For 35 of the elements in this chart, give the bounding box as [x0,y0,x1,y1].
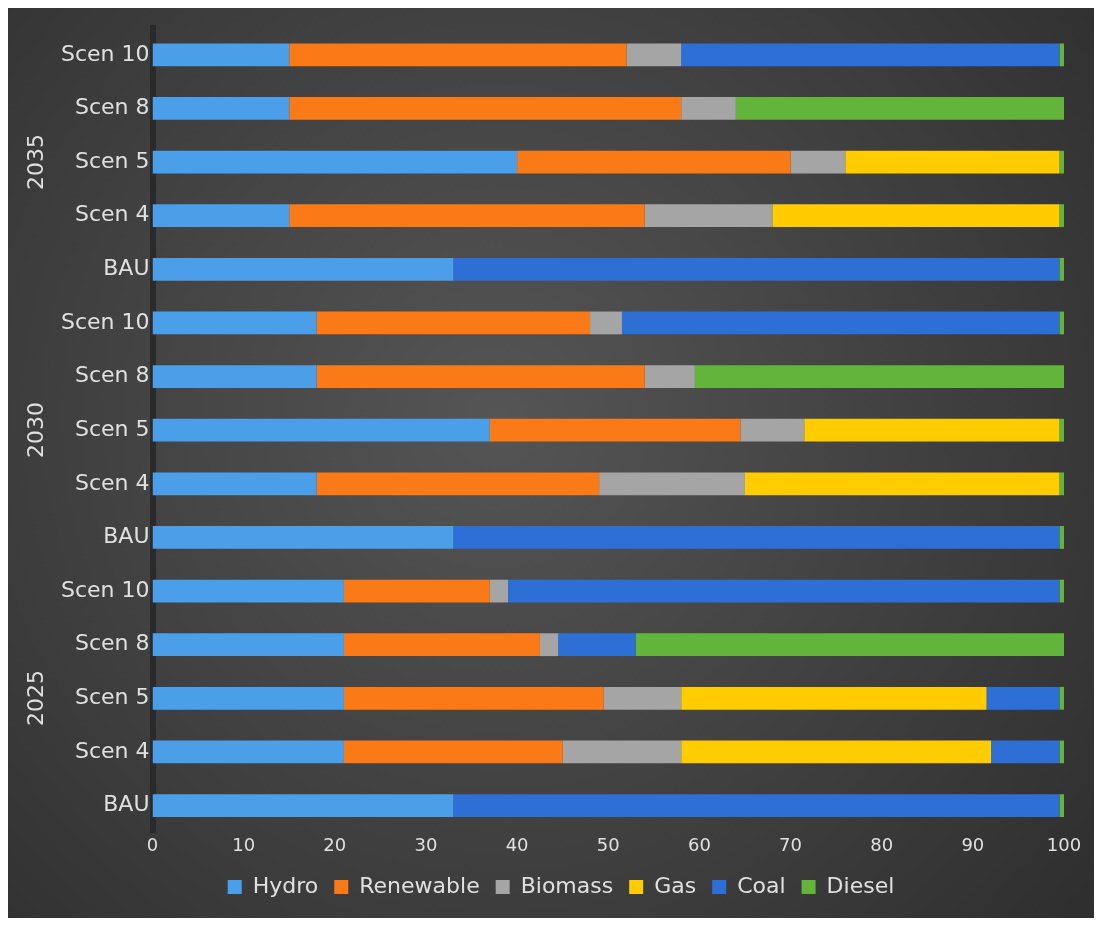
text: 2025 [23,670,49,727]
legend-label: Hydro [252,872,319,898]
y-tick-label: BAU [103,791,150,817]
x-tick-label: 0 [146,833,159,855]
y-tick-label: Scen 4 [75,737,150,763]
x-tick-label: 90 [961,833,985,855]
text: 2035 [23,134,49,191]
y-tick-label: Scen 8 [75,630,150,656]
y-tick-label: Scen 8 [75,362,150,388]
legend-label: Coal [737,872,786,898]
y-tick-label: Scen 8 [75,94,150,120]
y-tick-label: Scen 4 [75,201,150,227]
legend-label: Biomass [520,872,614,898]
x-tick-label: 10 [232,833,256,855]
y-tick-label: Scen 5 [75,147,150,173]
y-tick-label: BAU [103,255,150,281]
legend-label: Diesel [826,872,895,898]
text: 2030 [23,402,49,459]
x-tick-label: 40 [505,833,529,855]
y-tick-label: Scen 5 [75,684,150,710]
x-tick-label: 20 [323,833,347,855]
y-tick-label: Scen 5 [75,415,150,441]
x-tick-label: 100 [1046,833,1082,855]
x-tick-label: 80 [870,833,894,855]
x-tick-label: 50 [596,833,620,855]
legend-label: Renewable [359,872,480,898]
legend-label: Gas [654,872,697,898]
y-tick-label: Scen 4 [75,469,150,495]
x-tick-label: 70 [779,833,803,855]
x-tick-label: 30 [414,833,438,855]
y-tick-label: BAU [103,523,150,549]
y-tick-label: Scen 10 [61,308,150,334]
y-tick-label: Scen 10 [61,40,150,66]
y-tick-label: Scen 10 [61,576,150,602]
x-tick-label: 60 [687,833,711,855]
